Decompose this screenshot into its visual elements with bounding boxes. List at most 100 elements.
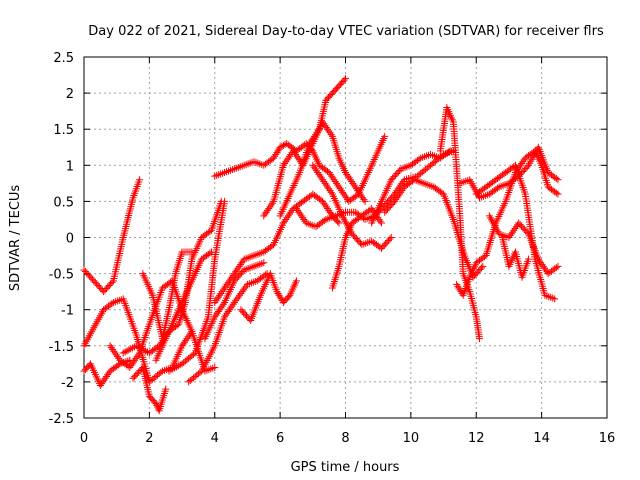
data-point (284, 212, 292, 220)
data-point (335, 183, 343, 191)
data-point (342, 75, 349, 83)
y-tick-label: 1 (66, 159, 74, 174)
axis-ticks (83, 56, 608, 419)
data-point (315, 170, 323, 178)
data-series (328, 205, 385, 292)
data-point (232, 297, 240, 305)
data-point (444, 148, 452, 156)
data-point (214, 308, 222, 316)
data-point (520, 156, 528, 164)
data-point (310, 132, 318, 140)
data-point (415, 155, 423, 163)
data-point (217, 304, 225, 312)
data-point (96, 382, 104, 390)
data-series (139, 248, 196, 343)
data-point (297, 212, 305, 220)
data-point (538, 261, 546, 269)
data-point (340, 76, 348, 84)
data-point (290, 149, 298, 157)
data-point (273, 288, 281, 296)
data-point (153, 401, 161, 409)
data-point (235, 262, 243, 270)
y-tick-labels: -2.5 -2 -1.5 -1 -0.5 0 0.5 1 1.5 2 2.5 (49, 51, 74, 427)
data-point (274, 289, 282, 297)
data-point (218, 288, 226, 296)
data-series (309, 161, 395, 252)
data-point (311, 165, 319, 173)
data-point (190, 350, 198, 358)
data-point (357, 192, 365, 200)
data-point (322, 181, 330, 189)
data-point (108, 278, 116, 286)
data-point (512, 223, 520, 231)
data-point (133, 353, 141, 361)
data-point (391, 197, 399, 205)
y-tick-label: -1.5 (49, 340, 74, 355)
data-point (552, 264, 560, 272)
data-point (328, 172, 336, 180)
x-tick-label: 2 (145, 431, 153, 446)
data-point (241, 284, 249, 292)
data-point (206, 249, 214, 257)
data-point (509, 228, 517, 236)
data-point (211, 363, 219, 371)
data-point (309, 134, 317, 142)
data-point (285, 293, 293, 301)
data-point (325, 206, 333, 214)
data-point (554, 176, 562, 184)
data-point (179, 340, 187, 348)
data-point (282, 215, 290, 223)
data-point (519, 158, 527, 166)
data-point (387, 234, 395, 241)
data-point (534, 255, 542, 263)
data-point (230, 298, 238, 306)
data-point (320, 199, 328, 207)
data-point (229, 271, 237, 279)
data-series (485, 212, 562, 278)
data-point (263, 206, 271, 214)
data-point (224, 279, 232, 287)
data-series (498, 234, 533, 281)
data-point (324, 183, 332, 191)
data-point (326, 170, 334, 178)
data-point (217, 289, 225, 297)
data-point (223, 309, 231, 317)
data-point (236, 261, 244, 269)
data-point (222, 311, 230, 319)
data-series (211, 190, 343, 306)
data-point (279, 219, 287, 227)
data-point (454, 282, 462, 290)
data-point (505, 234, 513, 241)
data-point (324, 167, 332, 175)
data-point (309, 161, 317, 169)
data-point (320, 217, 328, 225)
data-point (327, 131, 335, 139)
data-point (361, 197, 369, 205)
data-series (152, 248, 215, 364)
data-point (376, 217, 384, 225)
data-point (110, 347, 118, 355)
data-point (381, 132, 389, 140)
data-point (109, 345, 117, 353)
data-point (316, 172, 324, 180)
data-point (115, 354, 123, 362)
data-series (80, 176, 144, 296)
data-point (493, 184, 501, 192)
data-point (399, 185, 407, 193)
data-point (282, 158, 290, 166)
x-tick-label: 6 (276, 431, 284, 446)
data-point (476, 335, 484, 343)
data-series (381, 176, 487, 281)
data-point (326, 187, 334, 195)
data-point (336, 185, 344, 193)
data-point (228, 302, 236, 310)
data-point (394, 192, 402, 200)
data-series (456, 143, 562, 202)
data-point (321, 201, 329, 209)
data-point (178, 342, 186, 350)
data-point (99, 378, 107, 386)
data-point (540, 264, 548, 272)
data-point (281, 217, 289, 225)
data-point (229, 300, 237, 308)
data-point (334, 218, 342, 226)
